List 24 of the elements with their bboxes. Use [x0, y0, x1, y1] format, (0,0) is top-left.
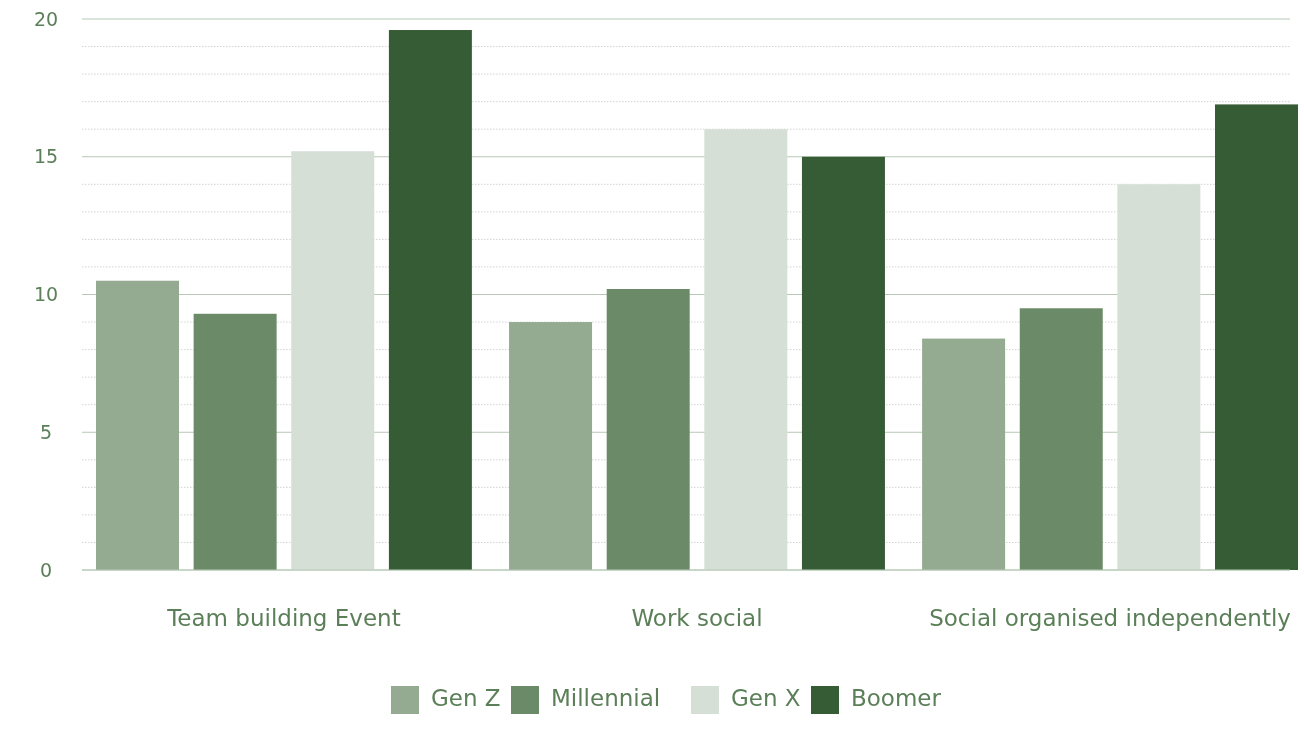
- x-tick-label: Work social: [631, 605, 763, 631]
- bar: [388, 30, 472, 570]
- legend-label: Gen X: [731, 684, 801, 711]
- y-tick-label: 5: [39, 420, 53, 443]
- x-tick-label: Team building Event: [166, 605, 401, 631]
- bar: [1215, 104, 1298, 570]
- y-tick-label: 15: [33, 145, 59, 168]
- bar: [291, 151, 375, 570]
- bar: [1117, 184, 1201, 570]
- bar: [509, 322, 593, 570]
- bar: [704, 129, 788, 570]
- legend-label: Millennial: [551, 684, 661, 711]
- bar: [96, 280, 179, 570]
- y-tick-label: 0: [39, 558, 53, 581]
- legend-label: Gen Z: [431, 684, 501, 711]
- y-tick-label: 10: [33, 283, 59, 306]
- bar: [922, 338, 1006, 570]
- y-tick-label: 20: [33, 7, 59, 30]
- bar: [606, 288, 690, 570]
- legend-label: Boomer: [851, 684, 942, 711]
- bar: [193, 313, 277, 570]
- bar: [801, 156, 885, 570]
- bar: [1019, 308, 1103, 570]
- x-tick-label: Social organised independently: [929, 605, 1291, 631]
